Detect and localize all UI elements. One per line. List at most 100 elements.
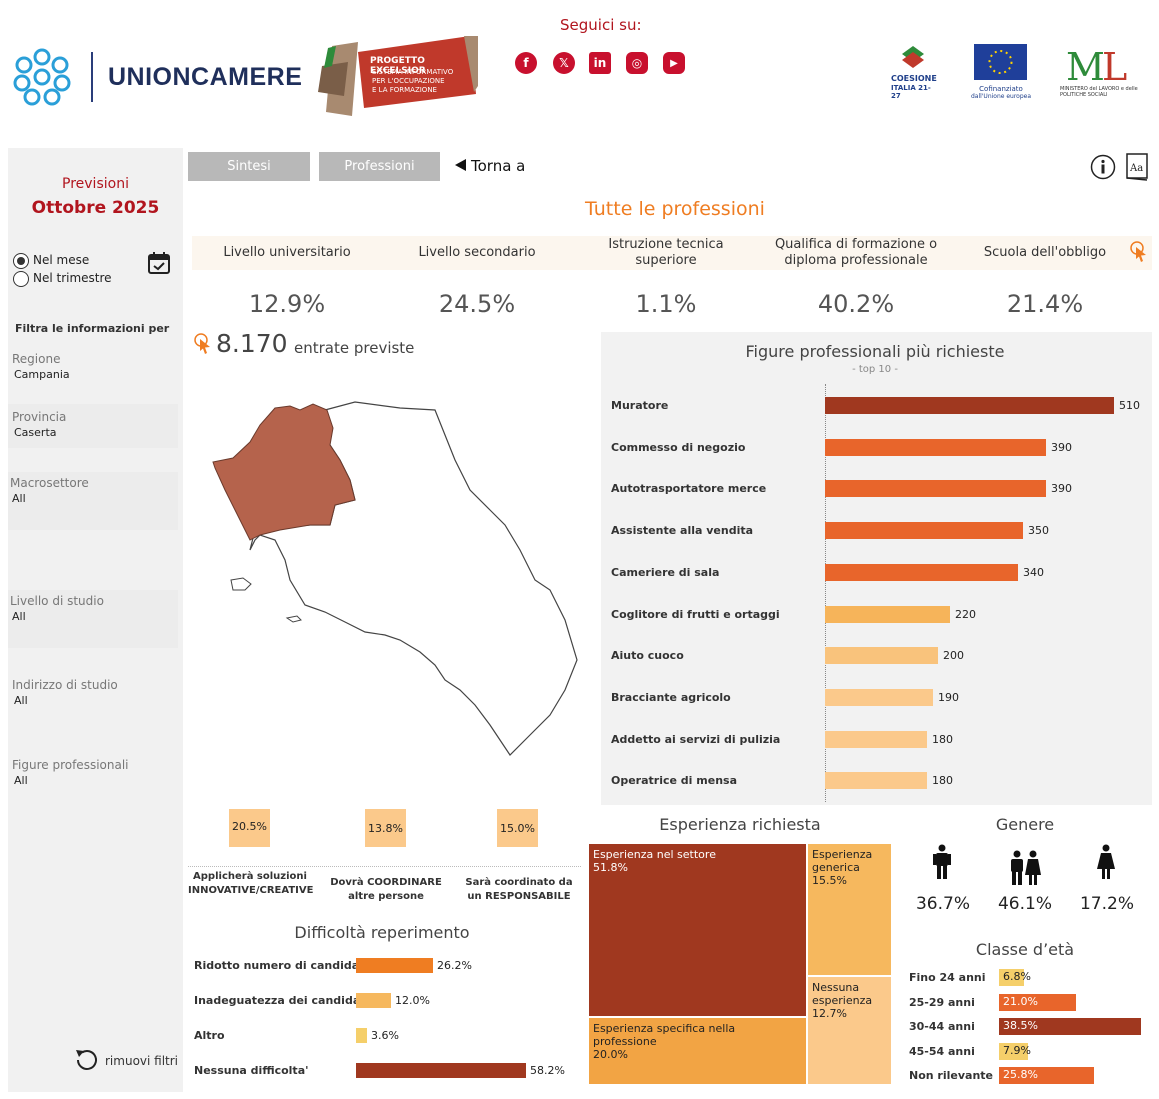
tab-professioni[interactable]: Professioni [319,152,440,181]
profession-bar[interactable] [825,439,1046,456]
profession-value: 190 [938,691,959,704]
tab-sintesi[interactable]: Sintesi [188,152,310,181]
professions-chart-subtitle: - top 10 - [852,364,898,375]
cursor-click-icon[interactable] [1129,240,1149,264]
calendar-icon[interactable] [147,251,171,275]
profession-value: 350 [1028,524,1049,537]
filter-regione-value[interactable]: Campania [14,368,70,381]
age-bar[interactable]: 21.0% [999,994,1076,1011]
skill-box-responsabile [497,809,538,847]
edu-label-secondario: Livello secondario [418,245,536,260]
profession-bar[interactable] [825,647,938,664]
filter-header: Filtra le informazioni per [15,322,170,335]
profession-label: Assistente alla vendita [611,524,754,537]
eu-flag-icon [974,44,1027,80]
filter-livello-value[interactable]: All [12,610,26,623]
filter-livello-label: Livello di studio [10,594,104,608]
profession-bar[interactable] [825,731,927,748]
ministero-logo: M L [1066,44,1130,89]
reset-icon[interactable] [72,1046,100,1074]
back-link[interactable]: Torna a [471,157,526,175]
radio-quarter-label: Nel trimestre [33,271,112,285]
profession-bar[interactable] [825,522,1023,539]
tm-settore[interactable]: Esperienza nel settore 51.8% [588,843,807,1017]
filter-provincia-value[interactable]: Caserta [14,426,57,439]
difficulty-bar[interactable] [356,993,391,1008]
profession-bar[interactable] [825,606,950,623]
radio-month-label: Nel mese [33,253,90,267]
age-label: Non rilevante [909,1069,993,1082]
profession-value: 510 [1119,399,1140,412]
gender-title: Genere [995,815,1055,834]
x-icon[interactable]: 𝕏 [553,52,575,74]
campania-map[interactable] [205,390,585,770]
skills-divider [188,866,581,867]
svg-text:L: L [1102,45,1127,84]
ministero-label: MINISTERO del LAVORO e delle POLITICHE S… [1060,86,1138,98]
edu-value-universitario: 12.9% [248,290,326,318]
profession-bar[interactable] [825,397,1114,414]
filter-figure-label: Figure professionali [12,758,129,772]
filter-indirizzo-value[interactable]: All [14,694,28,707]
profession-value: 390 [1051,441,1072,454]
difficulty-bar[interactable] [356,1028,367,1043]
age-bar[interactable]: 25.8% [999,1067,1094,1084]
map-island-ischia [230,577,252,591]
difficulty-value: 26.2% [437,959,472,972]
filter-provincia[interactable] [8,404,178,448]
age-bar[interactable]: 6.8% [999,969,1031,986]
brand-name: UNIONCAMERE [108,63,303,91]
facebook-icon[interactable]: f [515,52,537,74]
radio-quarter[interactable] [13,271,29,287]
tm-specifica[interactable]: Esperienza specifica nella professione 2… [588,1017,807,1085]
profession-value: 220 [955,608,976,621]
profession-bar[interactable] [825,689,933,706]
info-icon[interactable] [1090,154,1116,180]
youtube-icon[interactable]: ▶ [663,52,685,74]
difficulty-value: 3.6% [371,1029,399,1042]
age-label: 30-44 anni [909,1020,975,1033]
filter-macrosettore[interactable] [8,472,178,530]
difficulty-bar[interactable] [356,958,433,973]
excelsior-sub2: PER L'OCCUPAZIONE [372,77,445,85]
skill-value-coordinare: 13.8% [368,822,403,835]
tm-nessuna[interactable]: Nessuna esperienza 12.7% [807,976,892,1085]
skill-value-innovative: 20.5% [232,820,267,833]
glossary-icon[interactable]: Aa [1125,153,1149,181]
professions-axis [825,384,826,802]
edu-label-universitario: Livello universitario [223,245,351,260]
back-arrow-icon[interactable] [455,159,466,171]
radio-month[interactable] [13,253,29,269]
filter-indirizzo-label: Indirizzo di studio [12,678,118,692]
gender-both-value: 46.1% [997,894,1052,914]
female-icon [1096,844,1116,880]
profession-bar[interactable] [825,772,927,789]
difficulty-bar[interactable] [356,1063,526,1078]
unioncamere-logo-icon [10,45,74,109]
tm-generica[interactable]: Esperienza generica 15.5% [807,843,892,976]
age-bar[interactable]: 7.9% [999,1043,1031,1060]
age-bar[interactable]: 38.5% [999,1018,1141,1035]
excelsior-logo: PROGETTO EXCELSIOR SISTEMA INFORMATIVO P… [318,36,478,122]
filter-macrosettore-value[interactable]: All [12,492,26,505]
tm-nessuna-label: Nessuna esperienza [812,981,873,1007]
profession-bar[interactable] [825,480,1046,497]
profession-value: 200 [943,649,964,662]
reset-filters-button[interactable]: rimuovi filtri [105,1054,179,1068]
linkedin-icon[interactable]: in [589,52,611,74]
entries-cursor-icon[interactable] [193,332,213,356]
tm-generica-value: 15.5% [812,874,847,887]
profession-label: Autotrasportatore merce [611,482,767,495]
edu-label-obbligo: Scuola dell'obbligo [983,245,1107,260]
filter-livello[interactable] [8,590,178,648]
instagram-icon[interactable]: ◎ [626,52,648,74]
tm-settore-value: 51.8% [593,861,628,874]
age-value: 6.8% [1003,970,1031,983]
age-title: Classe d’età [975,940,1075,959]
skill-value-responsabile: 15.0% [500,822,535,835]
profession-value: 180 [932,774,953,787]
profession-bar[interactable] [825,564,1018,581]
education-band [192,236,1152,270]
filter-figure-value[interactable]: All [14,774,28,787]
difficulty-label: Ridotto numero di candidati [194,959,369,972]
